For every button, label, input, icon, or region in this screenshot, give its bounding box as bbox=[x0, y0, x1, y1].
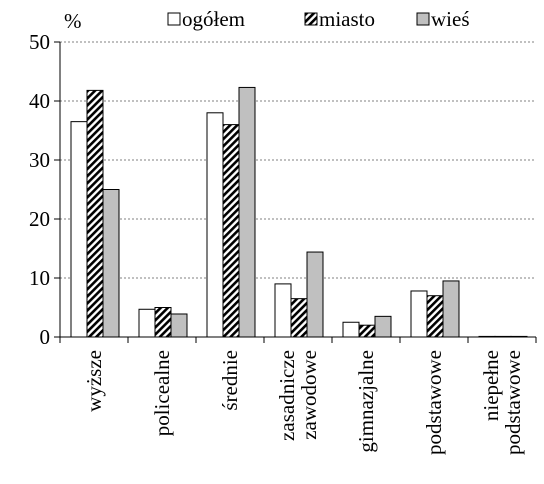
bar-miasto bbox=[290, 298, 308, 338]
legend: ogółem miasto wieś bbox=[167, 7, 470, 31]
bar-ogółem bbox=[206, 112, 224, 338]
legend-label-wieś: wieś bbox=[431, 7, 470, 31]
bar-wieś bbox=[170, 313, 188, 338]
bar-ogółem bbox=[342, 321, 360, 338]
x-tick-label: niepełne bbox=[479, 350, 503, 421]
bar-ogółem bbox=[70, 121, 88, 338]
x-tick-labels: wyższe policealne średnie zasadniczezawodow… bbox=[82, 350, 525, 455]
x-tick-label: podstawowe bbox=[501, 350, 525, 455]
gridlines bbox=[60, 41, 536, 279]
x-tick-label: średnie bbox=[218, 350, 242, 411]
y-axis-label: % bbox=[64, 9, 82, 33]
bar-miasto bbox=[222, 124, 240, 338]
y-tick-label: 40 bbox=[29, 89, 50, 113]
legend-swatch-ogółem bbox=[167, 12, 181, 26]
bar-wieś bbox=[442, 280, 460, 338]
x-tick-label: zawodowe bbox=[297, 350, 321, 440]
legend-label-miasto: miasto bbox=[319, 7, 375, 31]
x-tick-label: policealne bbox=[150, 350, 174, 436]
bar-miasto bbox=[426, 295, 444, 338]
bar-miasto bbox=[86, 89, 104, 338]
bar-ogółem bbox=[410, 290, 428, 338]
bar-wieś bbox=[374, 315, 392, 338]
legend-swatch-miasto bbox=[304, 12, 318, 26]
bar-wieś bbox=[102, 189, 120, 338]
y-tick-label: 0 bbox=[40, 325, 51, 349]
x-tick-label: wyższe bbox=[82, 350, 106, 412]
x-tick-label: zasadnicze bbox=[275, 350, 299, 441]
y-tick-label: 50 bbox=[29, 30, 50, 54]
bar-wieś bbox=[306, 251, 324, 338]
x-tick-label: podstawowe bbox=[422, 350, 446, 455]
y-tick-labels: 0 10 20 30 40 50 bbox=[29, 30, 50, 349]
bar-miasto bbox=[358, 324, 376, 338]
bar-ogółem bbox=[138, 308, 156, 338]
y-tick-label: 10 bbox=[29, 266, 50, 290]
legend-swatch-wieś bbox=[416, 12, 430, 26]
y-tick-label: 20 bbox=[29, 207, 50, 231]
bars bbox=[70, 86, 528, 338]
y-tick-label: 30 bbox=[29, 148, 50, 172]
bar-miasto bbox=[154, 307, 172, 338]
axes bbox=[54, 41, 537, 343]
bar-ogółem bbox=[274, 283, 292, 338]
x-tick-label: gimnazjalne bbox=[354, 350, 378, 453]
bar-wieś bbox=[238, 86, 256, 338]
legend-label-ogółem: ogółem bbox=[182, 7, 245, 31]
